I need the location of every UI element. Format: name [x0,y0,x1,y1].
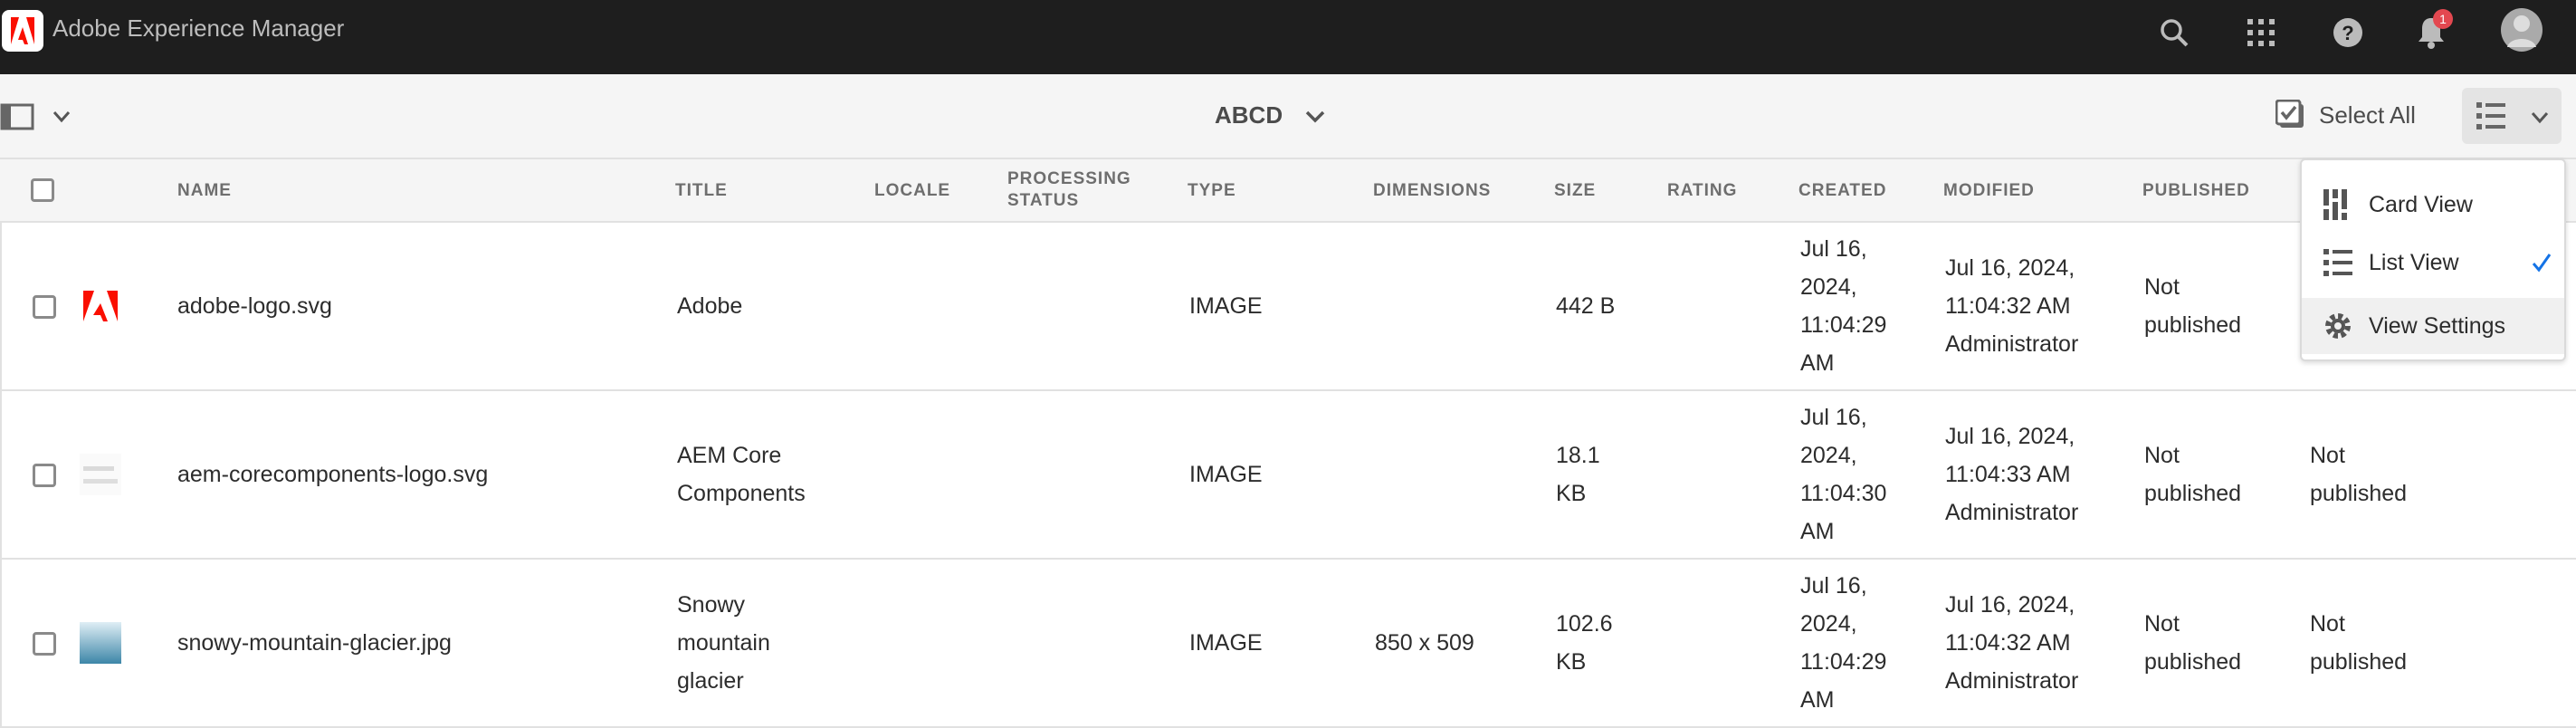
notification-badge: 1 [2433,9,2453,29]
modified-by: Administrator [1945,331,2079,357]
column-header-name[interactable]: NAME [177,181,232,200]
asset-thumbnail [80,622,121,664]
row-checkbox[interactable] [33,632,56,656]
cell-title: Adobe [677,293,743,319]
select-all-label: Select All [2319,101,2416,129]
rail-icon [0,103,34,130]
cell-modified: Jul 16, 2024, 11:04:33 AM Administrator [1945,417,2126,532]
row-checkbox[interactable] [33,295,56,319]
checkmark-icon [2532,254,2552,273]
column-header-dimensions[interactable]: DIMENSIONS [1373,181,1492,200]
cell-extra: Not published [2310,443,2408,506]
asset-thumbnail [80,454,121,495]
chevron-down-icon [1306,110,1325,123]
search-icon[interactable] [2154,13,2194,53]
cell-modified: Jul 16, 2024, 11:04:32 AM Administrator [1945,586,2126,700]
column-header-created[interactable]: CREATED [1798,181,1887,200]
gear-icon [2325,313,2351,339]
table-row[interactable]: snowy-mountain-glacier.jpg Snowy mountain… [0,560,2576,728]
column-header-type[interactable]: TYPE [1188,181,1236,200]
menu-item-label: Card View [2369,191,2473,217]
cell-modified: Jul 16, 2024, 11:04:32 AM Administrator [1945,249,2126,363]
apps-grid-icon[interactable] [2241,13,2281,53]
column-header-rating[interactable]: RATING [1667,181,1738,200]
menu-item-list-view[interactable]: List View [2302,235,2564,291]
user-avatar[interactable] [2500,7,2543,53]
column-header-published[interactable]: PUBLISHED [2142,181,2250,200]
modified-date: Jul 16, 2024, 11:04:32 AM [1945,255,2075,319]
chevron-down-icon [52,111,71,123]
cell-size: 102.6 KB [1556,611,1613,675]
breadcrumb[interactable]: ABCD [1215,101,1325,129]
list-view-icon [2323,249,2352,276]
cell-type: IMAGE [1189,630,1263,656]
view-switcher-button[interactable] [2462,88,2562,144]
card-view-icon [2323,189,2347,220]
action-toolbar: ABCD Select All [0,74,2576,159]
select-all-checkbox-icon [2275,100,2304,128]
select-all-button[interactable]: Select All [2275,100,2416,130]
cell-created: Jul 16, 2024, 11:04:30 AM [1800,405,1887,544]
cell-size: 442 B [1556,293,1616,319]
modified-date: Jul 16, 2024, 11:04:32 AM [1945,592,2075,656]
table-row[interactable]: adobe-logo.svg Adobe IMAGE 442 B Jul 16, 202… [0,223,2576,391]
chevron-down-icon [2531,112,2549,124]
menu-item-label: List View [2369,249,2459,275]
column-header-title[interactable]: TITLE [675,181,728,200]
modified-date: Jul 16, 2024, 11:04:33 AM [1945,424,2075,487]
app-title: Adobe Experience Manager [52,14,345,42]
menu-item-view-settings[interactable]: View Settings [2302,298,2564,354]
notifications-bell-icon[interactable]: 1 [2411,9,2453,53]
table-header: NAME TITLE LOCALE PROCESSING STATUS TYPE… [0,159,2576,223]
column-header-locale[interactable]: LOCALE [874,181,951,200]
column-header-modified[interactable]: MODIFIED [1943,181,2035,200]
cell-title: Snowy mountain glacier [677,592,770,694]
rail-toggle-button[interactable] [0,103,71,130]
help-icon[interactable]: ? [2328,13,2368,53]
list-view-icon [2476,102,2505,129]
modified-by: Administrator [1945,668,2079,694]
cell-published: Not published [2144,611,2242,675]
view-switcher-menu: Card View List View View Settings [2300,158,2566,361]
asset-name[interactable]: aem-corecomponents-logo.svg [177,462,489,487]
modified-by: Administrator [1945,500,2079,525]
breadcrumb-label: ABCD [1215,101,1283,129]
row-checkbox[interactable] [33,464,56,487]
cell-size: 18.1 KB [1556,443,1600,506]
asset-thumbnail [80,285,121,327]
column-header-size[interactable]: SIZE [1554,181,1597,200]
svg-text:?: ? [2342,22,2353,44]
adobe-logo[interactable] [2,10,43,52]
cell-created: Jul 16, 2024, 11:04:29 AM [1800,236,1887,376]
cell-type: IMAGE [1189,462,1263,487]
cell-published: Not published [2144,274,2242,338]
top-bar: Adobe Experience Manager ? 1 [0,0,2576,74]
cell-type: IMAGE [1189,293,1263,319]
table-row[interactable]: aem-corecomponents-logo.svg AEM Core Comp… [0,391,2576,560]
cell-created: Jul 16, 2024, 11:04:29 AM [1800,573,1887,713]
cell-dimensions: 850 x 509 [1375,630,1474,656]
select-all-rows-checkbox[interactable] [31,178,54,202]
cell-published: Not published [2144,443,2242,506]
menu-item-card-view[interactable]: Card View [2302,177,2564,233]
asset-name[interactable]: snowy-mountain-glacier.jpg [177,630,452,656]
cell-title: AEM Core Components [677,443,806,506]
cell-extra: Not published [2310,611,2408,675]
asset-name[interactable]: adobe-logo.svg [177,293,332,319]
column-header-processing-status[interactable]: PROCESSING STATUS [1007,169,1131,210]
menu-item-label: View Settings [2369,312,2506,339]
